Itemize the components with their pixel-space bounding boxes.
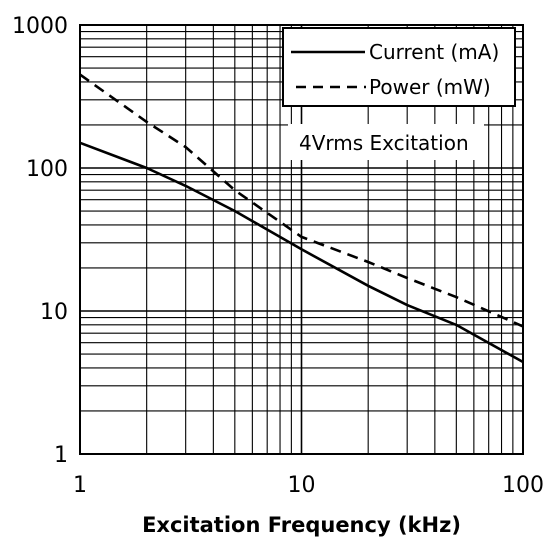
- plot-frame: [79, 24, 524, 455]
- y-tick-label: 10: [40, 300, 68, 325]
- legend-box: [282, 27, 516, 107]
- y-tick-label: 1000: [12, 14, 68, 39]
- x-tick-label: 100: [502, 473, 544, 498]
- x-axis-label: Excitation Frequency (kHz): [142, 513, 461, 537]
- tick-labels: 1 10 100 1 10 100 1000: [12, 14, 544, 498]
- y-tick-label: 100: [26, 157, 68, 182]
- series-line-power: [79, 73, 524, 328]
- legend-power-label: Power (mW): [369, 75, 491, 99]
- annotation-text: 4Vrms Excitation: [299, 131, 469, 155]
- x-tick-label: 10: [288, 473, 316, 498]
- annotation-background: [288, 124, 484, 160]
- excitation-annotation: 4Vrms Excitation: [288, 124, 484, 160]
- x-tick-label: 1: [73, 473, 87, 498]
- series-line-current: [79, 141, 524, 364]
- y-tick-label: 1: [54, 443, 68, 468]
- legend-current-label: Current (mA): [369, 40, 499, 64]
- legend: Current (mA) Power (mW): [282, 27, 516, 107]
- series-layer: [79, 73, 524, 364]
